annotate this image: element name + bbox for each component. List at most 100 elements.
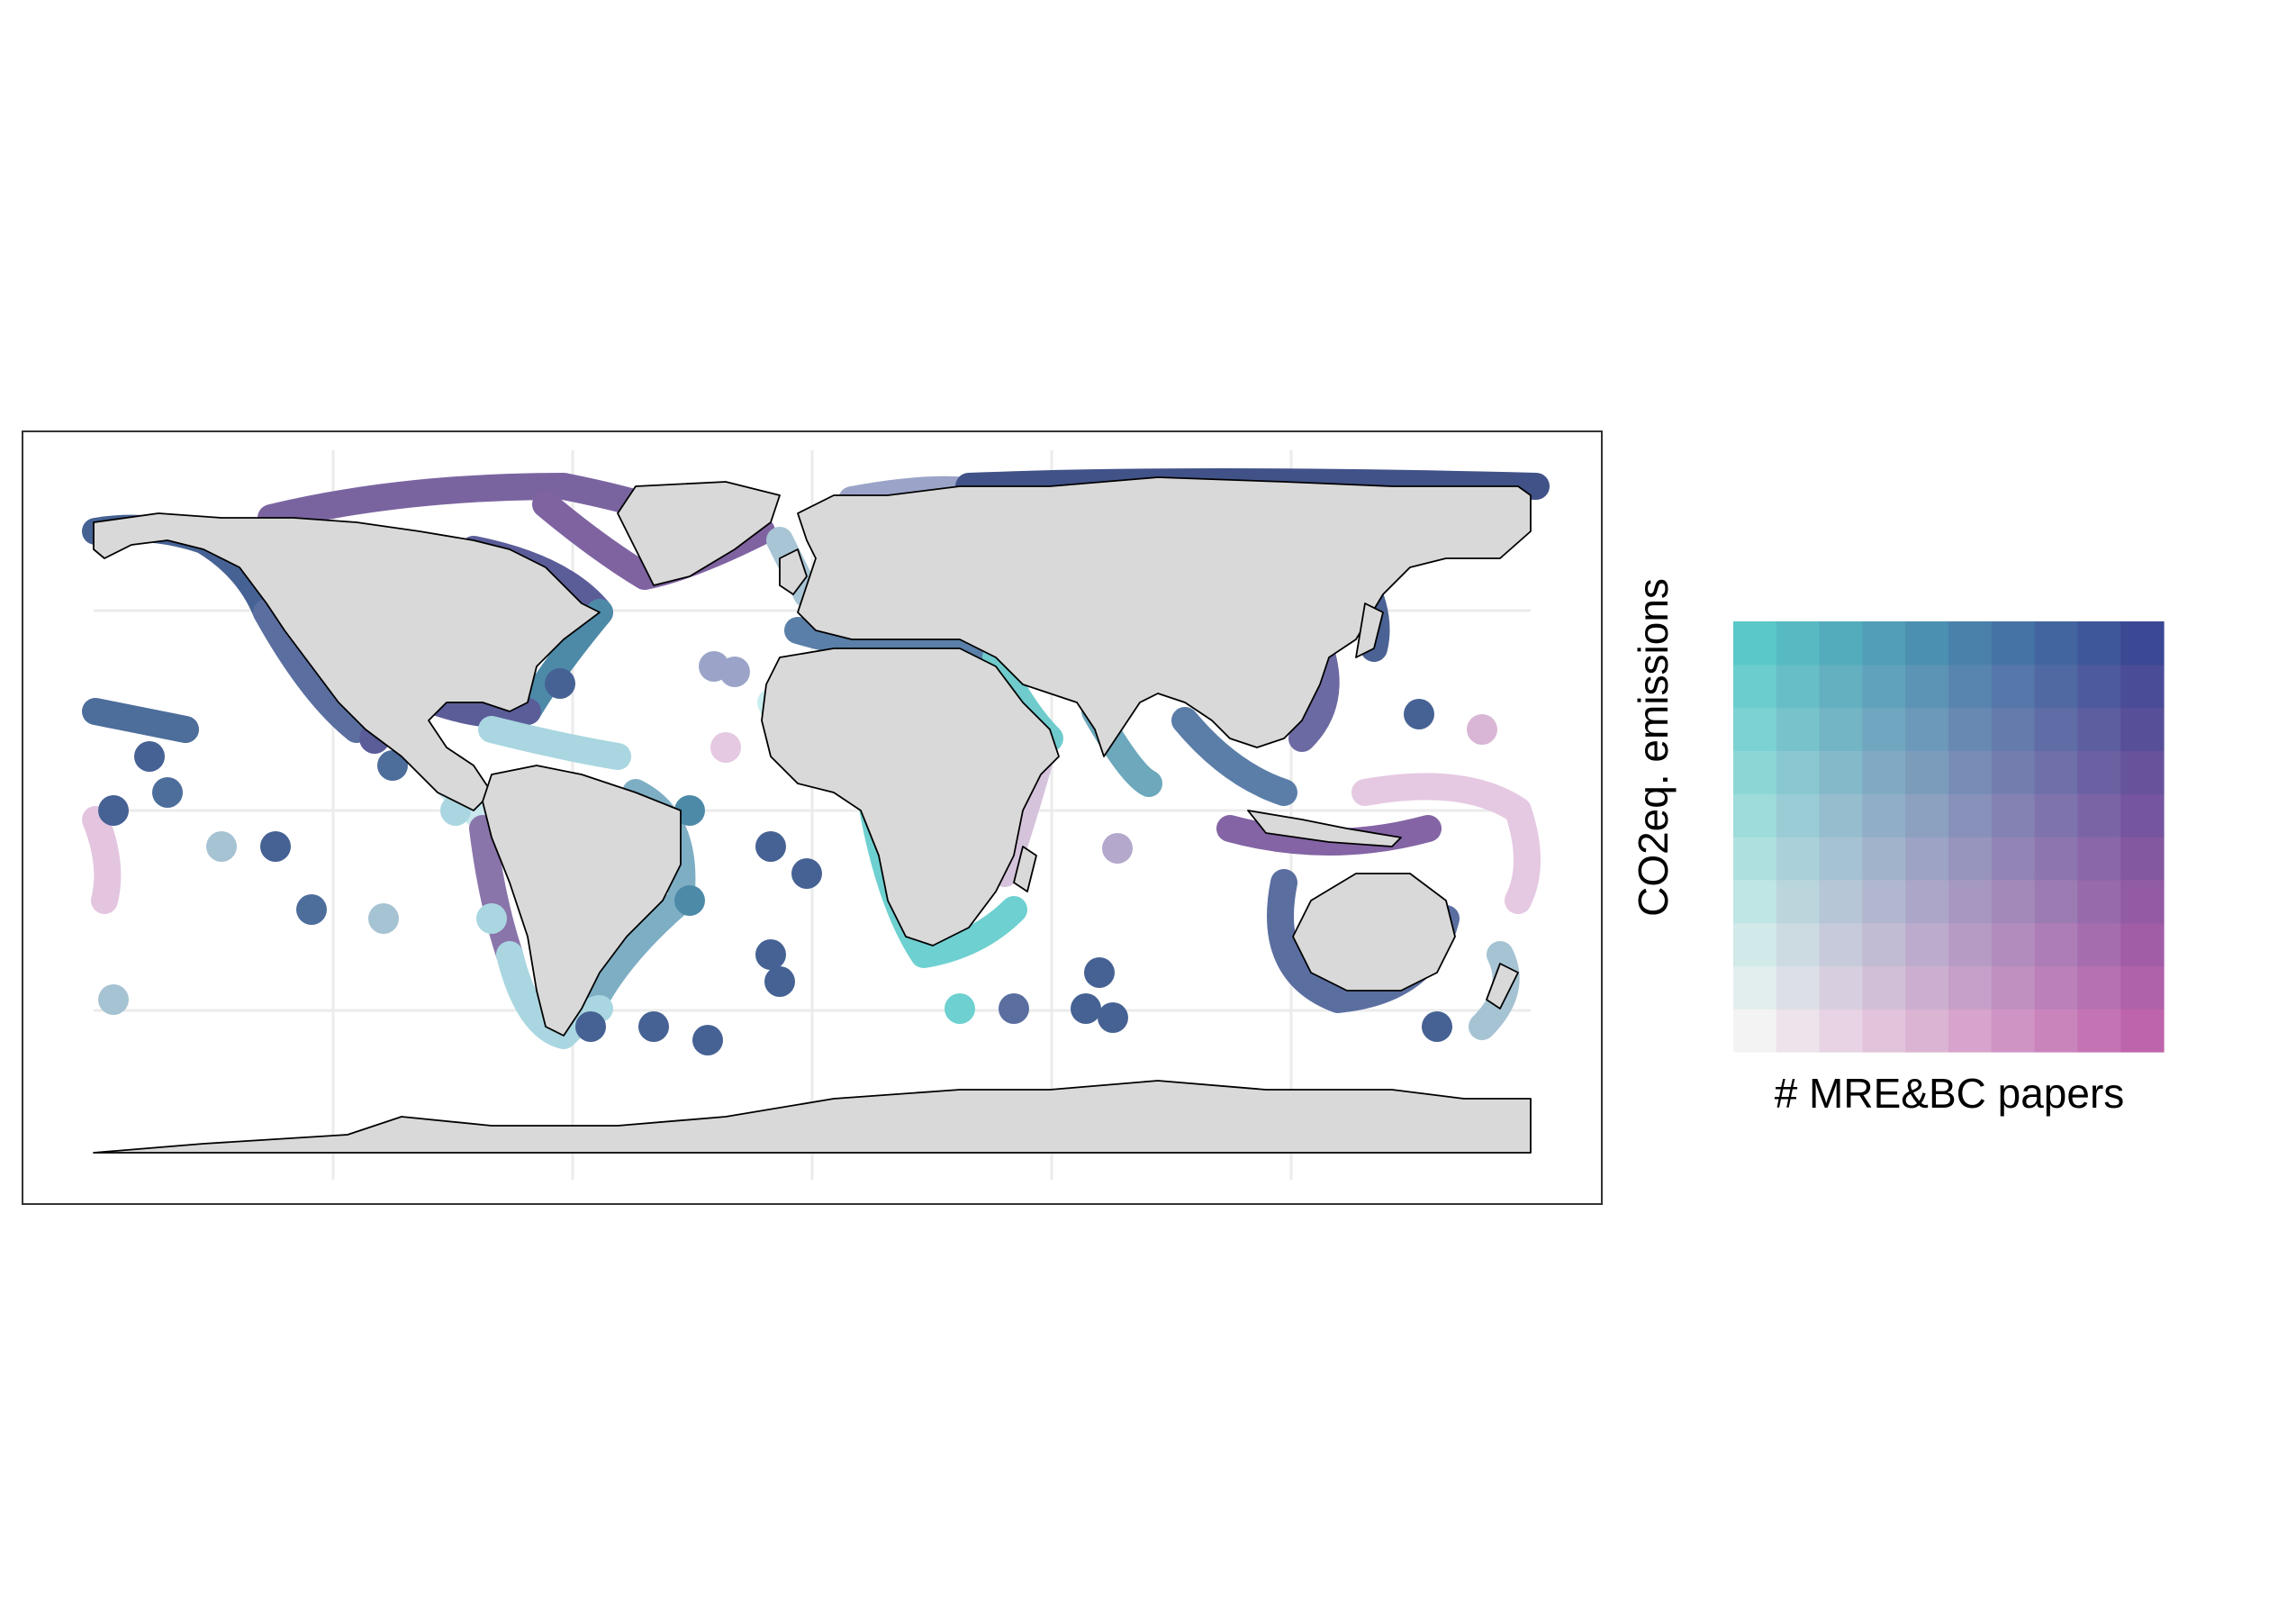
legend-cell [1862,750,1906,794]
legend-cell [1991,664,2036,709]
legend-cell [1991,922,2036,966]
eez-circle [1084,957,1115,988]
legend-cell [1948,922,1993,966]
legend-cell [2034,879,2078,924]
legend-cell [1776,965,1821,1010]
legend-cell [1733,879,1777,924]
legend-cell [2077,664,2121,709]
eez-circle [692,1025,723,1055]
eez-circle [1467,714,1497,745]
legend-cell [2077,837,2121,881]
eez-pacific-south [82,806,122,914]
legend-cell [1862,707,1906,751]
eez-circle [545,668,575,699]
legend-cell [2077,1009,2121,1053]
eez-circle [260,831,291,862]
legend-cell [1819,837,1863,881]
legend-cell [1905,965,1949,1010]
europe-asia [797,476,1532,757]
eez-circle [764,966,795,997]
legend-cell [1991,750,2036,794]
south-america [482,765,682,1037]
legend-cell [1948,664,1993,709]
legend-x-axis-title: # MRE&BC papers [1775,1070,2125,1117]
eez-circle [377,750,408,781]
north-america [93,512,601,811]
legend-cell [2077,707,2121,751]
legend-cell [1733,664,1777,709]
legend-cell [1733,750,1777,794]
legend-grid [1733,621,2165,1053]
legend-cell [1862,837,1906,881]
eez-pacific-west [82,698,199,743]
new-zealand [1486,963,1519,1010]
legend-cell [2034,621,2078,666]
map-panel [22,430,1603,1205]
eez-us-west [253,599,370,743]
africa [761,647,1060,946]
legend-cell [1948,879,1993,924]
eez-caribbean [478,716,631,770]
legend-cell [1948,965,1993,1010]
legend-cell [2120,922,2165,966]
eez-pacific-islands [1351,773,1541,914]
land [93,476,1532,1154]
legend-cell [2077,965,2121,1010]
legend-cell [2034,664,2078,709]
legend-cell [1776,664,1821,709]
eez-circle [476,903,507,934]
greenland [617,481,781,586]
eez-circle [575,1011,606,1042]
eez-circle [1098,1002,1128,1033]
legend-cell [1991,879,2036,924]
legend-cell [2120,664,2165,709]
legend-cell [1991,707,2036,751]
legend-cell [2120,837,2165,881]
eez-circle [206,831,237,862]
eez-circle [945,993,975,1024]
eez-circle [368,903,399,934]
legend-cell [1819,922,1863,966]
eez-circle [98,984,129,1015]
legend-cell [2034,837,2078,881]
legend-cell [1948,793,1993,838]
eez-circle [719,657,750,687]
eez-circle [674,885,705,916]
legend-cell [1776,1009,1821,1053]
antarctica [93,1080,1532,1154]
legend-cell [1776,750,1821,794]
legend-cell [2077,750,2121,794]
legend-cell [1905,621,1949,666]
legend-y-axis-title: CO2eq. emissions [1630,578,1677,917]
legend-cell [2034,793,2078,838]
legend-cell [2034,965,2078,1010]
legend-cell [1733,922,1777,966]
legend-cell [1776,621,1821,666]
legend-cell [1862,879,1906,924]
eez-gulf [424,689,541,729]
legend-cell [1733,837,1777,881]
legend-cell [1991,1009,2036,1053]
legend-cell [1948,621,1993,666]
legend-cell [1948,707,1993,751]
eez-circle [674,795,705,826]
legend-cell [1905,1009,1949,1053]
legend-cell [2120,1009,2165,1053]
eez-south-asia [1171,707,1297,806]
legend-cell [1776,922,1821,966]
eez-circle [1404,699,1434,729]
legend-cell [1776,879,1821,924]
australia [1292,873,1456,992]
legend-cell [2034,750,2078,794]
legend-cell [2120,621,2165,666]
legend-cell [1776,837,1821,881]
eez-circle [710,732,741,763]
eez-circle [755,939,786,970]
legend-cell [1991,965,2036,1010]
legend-cell [1776,793,1821,838]
eez-circle [638,1011,669,1042]
legend-cell [1991,837,2036,881]
eez-circle [1071,993,1101,1024]
legend-cell [2077,879,2121,924]
legend-cell [1905,707,1949,751]
